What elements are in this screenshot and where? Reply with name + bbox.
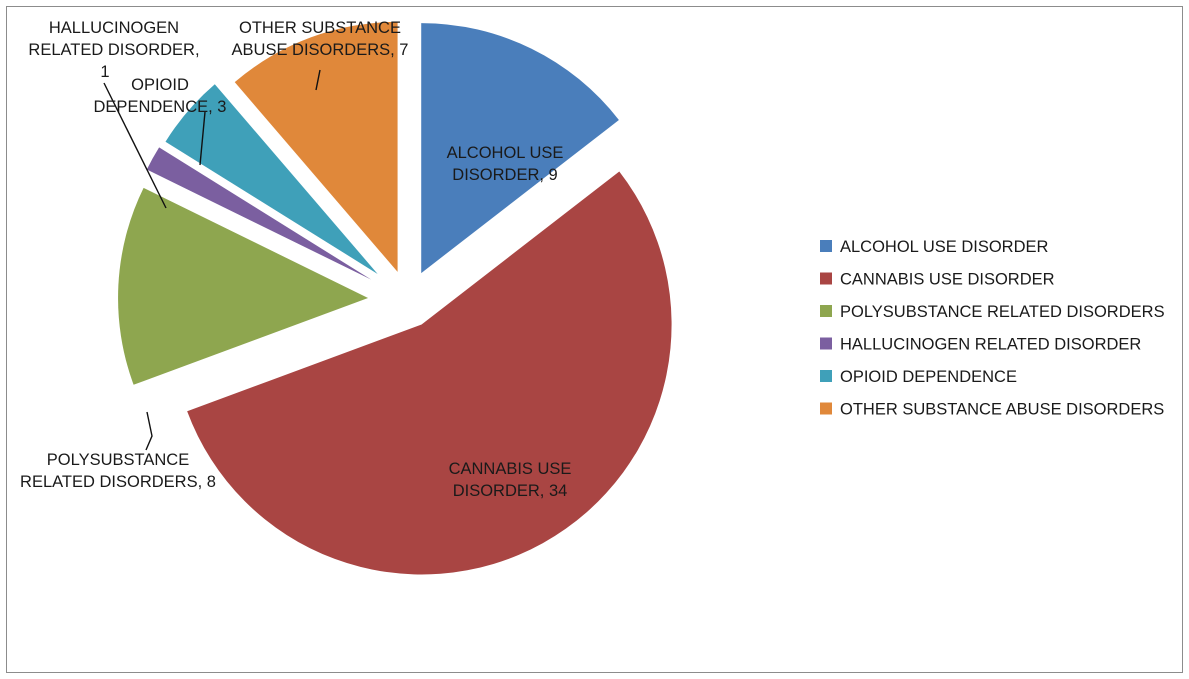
legend-swatch (820, 305, 832, 317)
legend-item-hallucinogen-related-disorder: HALLUCINOGEN RELATED DISORDER (820, 336, 1141, 354)
slice-opioid-dependence (165, 84, 378, 274)
data-label-cannabis-use-disorder: CANNABIS USE DISORDER, 34 (449, 460, 572, 500)
legend-label: POLYSUBSTANCE RELATED DISORDERS (840, 303, 1165, 321)
slice-alcohol-use-disorder (421, 23, 619, 274)
legend-item-other-substance-abuse-disorders: OTHER SUBSTANCE ABUSE DISORDERS (820, 401, 1164, 419)
leader-polysubstance (145, 411, 153, 451)
leader-hallucinogen (103, 82, 167, 209)
slice-other-substance-abuse-disorders (234, 21, 398, 272)
data-label-hallucinogen-related-disorder: HALLUCINOGEN RELATED DISORDER, 1 (28, 19, 199, 81)
legend-item-opioid-dependence: OPIOID DEPENDENCE (820, 368, 1017, 386)
slice-hallucinogen-related-disorder (146, 147, 372, 280)
legend: ALCOHOL USE DISORDER CANNABIS USE DISORDE… (820, 238, 1165, 419)
data-label-polysubstance-related-disorders: POLYSUBSTANCE RELATED DISORDERS, 8 (20, 451, 216, 491)
leader-other (315, 69, 321, 91)
legend-label: HALLUCINOGEN RELATED DISORDER (840, 336, 1141, 354)
leader-lines (103, 69, 321, 451)
legend-item-polysubstance-related-disorders: POLYSUBSTANCE RELATED DISORDERS (820, 303, 1165, 321)
data-labels: ALCOHOL USE DISORDER, 9 CANNABIS USE DISORD… (20, 19, 571, 500)
legend-item-alcohol-use-disorder: ALCOHOL USE DISORDER (820, 238, 1049, 256)
data-label-alcohol-use-disorder: ALCOHOL USE DISORDER, 9 (447, 144, 564, 184)
legend-swatch (820, 370, 832, 382)
legend-label: CANNABIS USE DISORDER (840, 271, 1055, 289)
legend-label: ALCOHOL USE DISORDER (840, 238, 1049, 256)
slice-polysubstance-related-disorders (118, 187, 369, 385)
slice-cannabis-use-disorder (187, 171, 672, 575)
data-label-other-substance-abuse-disorders: OTHER SUBSTANCE ABUSE DISORDERS, 7 (232, 19, 409, 59)
legend-swatch (820, 240, 832, 252)
legend-label: OPIOID DEPENDENCE (840, 368, 1017, 386)
legend-swatch (820, 337, 832, 350)
legend-label: OTHER SUBSTANCE ABUSE DISORDERS (840, 401, 1164, 419)
legend-swatch (820, 272, 832, 285)
legend-swatch (820, 402, 832, 415)
pie-slices (118, 21, 672, 575)
leader-opioid (199, 111, 206, 166)
data-label-opioid-dependence: OPIOID DEPENDENCE, 3 (94, 76, 227, 116)
legend-item-cannabis-use-disorder: CANNABIS USE DISORDER (820, 271, 1055, 289)
